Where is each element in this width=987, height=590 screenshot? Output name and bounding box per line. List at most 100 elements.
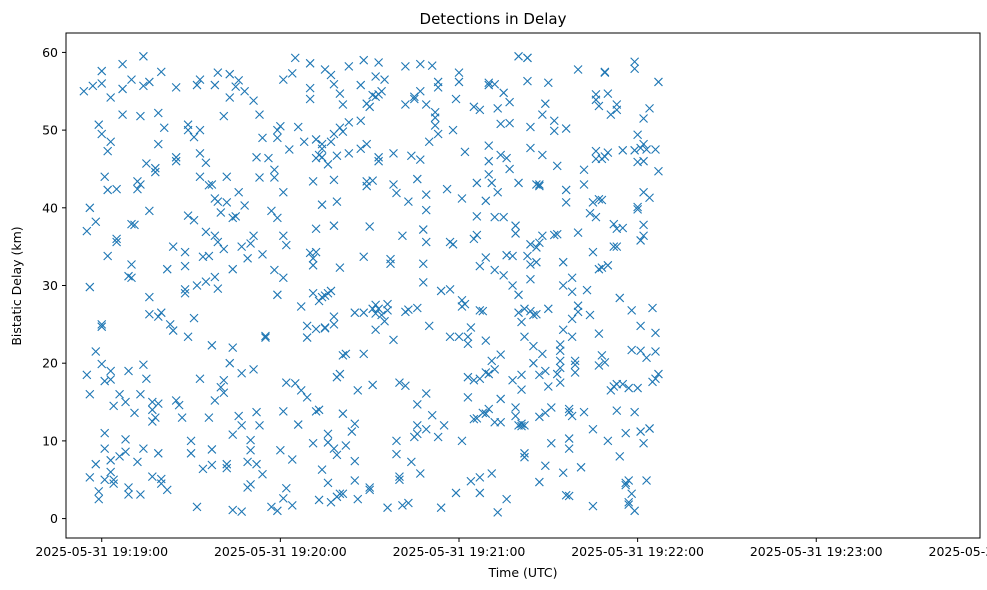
data-point xyxy=(564,404,574,414)
data-point xyxy=(195,149,205,158)
data-point xyxy=(633,202,643,212)
data-point xyxy=(654,369,663,379)
data-point xyxy=(299,137,309,147)
data-point xyxy=(338,489,348,499)
data-point xyxy=(213,197,223,206)
data-point xyxy=(454,332,464,342)
data-point xyxy=(278,273,288,283)
data-point xyxy=(487,469,497,478)
data-point xyxy=(537,150,547,160)
data-point xyxy=(323,159,333,169)
data-point xyxy=(281,483,291,493)
data-point xyxy=(272,506,282,516)
data-point xyxy=(153,139,163,149)
data-point xyxy=(249,231,258,241)
data-point xyxy=(639,220,648,230)
data-point xyxy=(183,211,193,220)
data-point xyxy=(642,476,651,485)
data-point xyxy=(600,152,610,161)
data-point xyxy=(237,368,247,378)
data-point xyxy=(341,441,351,450)
data-point xyxy=(395,472,404,482)
data-point xyxy=(612,105,622,115)
data-point xyxy=(261,333,270,342)
data-point xyxy=(463,392,473,402)
data-point xyxy=(597,263,607,273)
data-point xyxy=(97,359,107,369)
data-point xyxy=(421,237,431,247)
data-point xyxy=(332,450,342,460)
data-point xyxy=(537,110,547,119)
data-point xyxy=(481,196,491,206)
data-point xyxy=(534,238,544,248)
data-point xyxy=(272,133,282,143)
data-point xyxy=(594,101,604,111)
data-point xyxy=(597,351,607,360)
data-point xyxy=(88,81,98,91)
data-point xyxy=(118,59,127,69)
chart-title: Detections in Delay xyxy=(420,10,567,28)
data-point xyxy=(162,485,172,495)
data-point xyxy=(258,250,267,259)
data-point xyxy=(207,460,217,470)
data-point xyxy=(350,456,360,466)
data-point xyxy=(460,299,470,309)
data-point xyxy=(508,281,517,290)
data-point xyxy=(296,385,306,395)
data-point xyxy=(359,55,369,65)
data-point xyxy=(171,156,181,166)
data-point xyxy=(529,341,538,351)
data-point xyxy=(588,424,598,434)
data-point xyxy=(359,308,369,318)
data-point xyxy=(210,80,220,90)
data-point xyxy=(133,457,142,467)
data-point xyxy=(365,485,375,495)
data-point xyxy=(374,304,383,314)
data-point xyxy=(383,503,392,513)
data-point xyxy=(103,251,113,261)
data-point xyxy=(493,187,503,197)
data-point xyxy=(109,401,119,411)
data-point xyxy=(514,290,523,300)
y-tick-label: 20 xyxy=(42,356,58,371)
data-point xyxy=(555,346,565,356)
data-point xyxy=(639,139,648,149)
data-point xyxy=(573,301,583,311)
data-point xyxy=(639,438,648,448)
data-point xyxy=(147,417,157,426)
data-point xyxy=(106,93,116,102)
data-point xyxy=(415,155,425,165)
data-point xyxy=(415,86,425,96)
data-point xyxy=(97,319,107,329)
data-point xyxy=(523,76,532,86)
data-point xyxy=(124,366,133,376)
data-point xyxy=(141,374,151,384)
data-point xyxy=(484,78,494,88)
data-point xyxy=(454,68,464,78)
data-point xyxy=(436,503,446,513)
data-point xyxy=(648,303,657,313)
data-point xyxy=(496,350,506,360)
data-point xyxy=(591,89,601,99)
data-point xyxy=(469,102,479,112)
x-tick-label: 2025-05-31 19:23:00 xyxy=(750,544,883,559)
data-point xyxy=(424,321,434,331)
data-point xyxy=(326,137,336,147)
data-point xyxy=(144,77,154,87)
data-point xyxy=(112,234,122,244)
data-point xyxy=(389,335,398,345)
data-point xyxy=(403,305,413,314)
data-point xyxy=(231,82,241,91)
data-point xyxy=(421,389,431,398)
data-point xyxy=(210,396,220,405)
data-point xyxy=(85,473,95,482)
data-point xyxy=(332,197,342,206)
data-point xyxy=(264,153,273,163)
data-point xyxy=(329,319,339,329)
data-point xyxy=(651,347,660,356)
data-point xyxy=(329,312,339,321)
data-point xyxy=(639,114,648,123)
data-point xyxy=(124,490,133,499)
data-point xyxy=(305,58,315,68)
data-point xyxy=(499,212,509,222)
